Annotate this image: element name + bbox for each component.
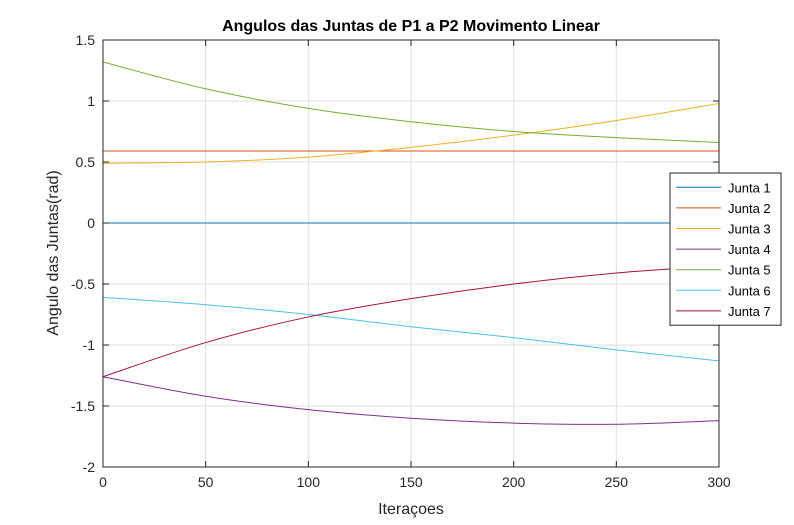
x-tick-label: 150 (399, 474, 423, 490)
x-tick-label: 100 (297, 474, 321, 490)
legend-label: Junta 6 (728, 283, 771, 298)
legend-label: Junta 2 (728, 201, 771, 216)
y-tick-label: -0.5 (71, 276, 95, 292)
series-line-junta-7 (102, 265, 720, 378)
plot-area: 0 50 100 150 200 250 300 -2 -1.5 -1 -0.5 0 0.5 1 1.5 (71, 32, 731, 490)
chart-title: Angulos das Juntas de P1 a P2 Movimento … (222, 18, 600, 35)
x-tick-label: 50 (198, 474, 214, 490)
legend-label: Junta 7 (728, 304, 771, 319)
legend-label: Junta 5 (728, 263, 771, 278)
y-tick-label: 1.5 (76, 32, 96, 48)
series-line-junta-3 (102, 102, 720, 164)
legend-label: Junta 1 (728, 180, 771, 195)
x-axis-label: Iteraçoes (378, 501, 444, 518)
y-tick-label: -2 (83, 459, 96, 475)
ticks: 0 50 100 150 200 250 300 -2 -1.5 -1 -0.5 0 0.5 1 1.5 (71, 32, 731, 490)
x-tick-label: 0 (99, 474, 107, 490)
y-tick-label: -1.5 (71, 398, 95, 414)
series-line-junta-4 (102, 376, 720, 425)
legend: Junta 1 Junta 2 Junta 3 Junta 4 Junta 5 Junta… (669, 172, 782, 326)
series-line-junta-6 (102, 296, 720, 362)
y-tick-label: 0 (87, 215, 95, 231)
series-line-junta-5 (102, 61, 720, 143)
x-tick-label: 300 (707, 474, 731, 490)
legend-label: Junta 3 (728, 222, 771, 237)
x-tick-label: 250 (605, 474, 629, 490)
y-axis-label: Angulo das Juntas(rad) (45, 170, 62, 335)
y-tick-label: 0.5 (76, 154, 96, 170)
y-tick-label: 1 (87, 93, 95, 109)
x-tick-label: 200 (502, 474, 526, 490)
y-tick-label: -1 (83, 337, 96, 353)
series-lines (102, 61, 720, 425)
legend-label: Junta 4 (728, 242, 771, 257)
